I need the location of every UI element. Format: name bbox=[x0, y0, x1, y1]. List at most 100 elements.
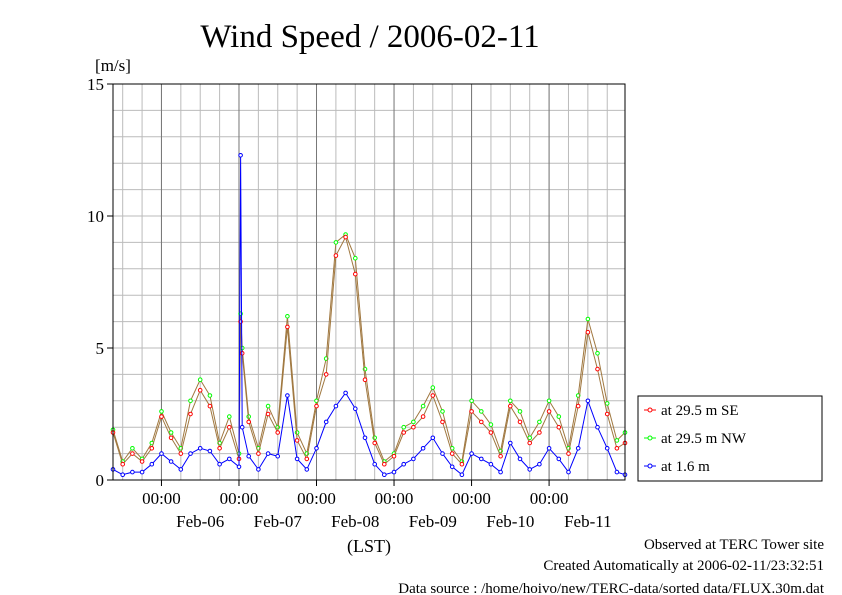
data-point bbox=[469, 409, 474, 414]
legend-box bbox=[637, 395, 823, 482]
y-axis-label: [m/s] bbox=[95, 56, 131, 75]
data-point bbox=[537, 461, 542, 467]
data-point bbox=[527, 440, 533, 446]
data-point bbox=[227, 424, 232, 430]
x-tick-label: 00:00 bbox=[142, 489, 181, 508]
data-point bbox=[236, 464, 242, 470]
data-point bbox=[227, 414, 232, 419]
data-point bbox=[566, 451, 571, 456]
data-point bbox=[604, 411, 610, 417]
data-point bbox=[585, 329, 591, 335]
data-point bbox=[294, 438, 300, 443]
data-point bbox=[149, 461, 155, 467]
data-point bbox=[391, 469, 397, 475]
data-point bbox=[168, 435, 174, 441]
footer-created: Created Automatically at 2006-02-11/23:3… bbox=[543, 558, 824, 574]
data-point bbox=[304, 456, 310, 462]
data-point bbox=[488, 430, 494, 435]
x-tick-label: 00:00 bbox=[297, 489, 336, 508]
legend-label: at 1.6 m bbox=[661, 459, 710, 475]
data-point bbox=[188, 451, 193, 456]
data-point bbox=[488, 461, 494, 467]
y-axis-ticks: 0 5 10 15 bbox=[87, 75, 113, 490]
data-point bbox=[479, 409, 484, 414]
data-point bbox=[556, 414, 562, 419]
data-point bbox=[401, 461, 407, 467]
y-tick-label: 10 bbox=[87, 207, 104, 226]
data-point bbox=[285, 314, 290, 319]
data-point bbox=[149, 446, 155, 451]
data-point bbox=[353, 255, 358, 261]
data-point bbox=[401, 430, 407, 435]
series-line-0 bbox=[112, 235, 626, 466]
data-point bbox=[197, 446, 203, 451]
y-tick-label: 5 bbox=[96, 339, 105, 358]
data-point bbox=[411, 456, 416, 462]
data-point bbox=[440, 409, 445, 414]
data-point bbox=[401, 424, 407, 430]
data-point bbox=[595, 351, 600, 356]
data-point bbox=[479, 456, 484, 462]
x-day-label: Feb-10 bbox=[486, 512, 534, 531]
data-point bbox=[275, 430, 281, 435]
chart-title: Wind Speed / 2006-02-11 bbox=[200, 19, 539, 55]
data-point bbox=[168, 430, 174, 435]
data-point bbox=[585, 398, 591, 404]
data-point bbox=[430, 435, 436, 441]
data-point bbox=[411, 424, 416, 430]
data-point bbox=[595, 366, 600, 372]
x-day-label: Feb-09 bbox=[409, 512, 457, 531]
data-point bbox=[479, 419, 484, 425]
data-point bbox=[517, 419, 523, 425]
data-point bbox=[585, 316, 591, 322]
data-point bbox=[168, 459, 174, 464]
data-point bbox=[246, 453, 251, 459]
data-point bbox=[265, 411, 271, 417]
data-point bbox=[420, 414, 426, 419]
data-point bbox=[517, 409, 523, 414]
data-point bbox=[566, 469, 571, 475]
data-point bbox=[537, 419, 542, 425]
x-tick-label: 00:00 bbox=[452, 489, 491, 508]
data-point bbox=[343, 390, 348, 396]
data-point bbox=[614, 438, 620, 443]
data-point bbox=[275, 453, 281, 459]
x-day-label: Feb-07 bbox=[254, 512, 303, 531]
data-point bbox=[440, 451, 445, 456]
data-point bbox=[323, 419, 329, 425]
data-point bbox=[362, 377, 368, 383]
data-point bbox=[604, 401, 610, 406]
data-point bbox=[130, 469, 135, 475]
data-point bbox=[391, 453, 397, 459]
data-point bbox=[595, 424, 600, 430]
legend-swatch-marker bbox=[647, 435, 653, 441]
series-line-1 bbox=[112, 233, 626, 463]
data-point bbox=[314, 446, 319, 451]
data-point bbox=[120, 472, 125, 478]
data-point bbox=[159, 409, 164, 414]
data-point bbox=[382, 472, 387, 478]
data-point bbox=[469, 398, 474, 404]
data-point bbox=[197, 387, 203, 393]
data-point bbox=[469, 451, 474, 456]
x-day-label: Feb-08 bbox=[331, 512, 379, 531]
data-point bbox=[130, 446, 135, 451]
data-point bbox=[498, 469, 503, 475]
data-point bbox=[178, 467, 184, 472]
data-point bbox=[239, 424, 245, 430]
data-point bbox=[449, 464, 455, 470]
x-day-label: Feb-06 bbox=[176, 512, 224, 531]
y-tick-label: 0 bbox=[96, 471, 105, 490]
data-point bbox=[188, 398, 193, 404]
data-point bbox=[130, 451, 135, 456]
x-axis-ticks: 00:00 00:00 00:00 00:00 00:00 00:00 Feb-06 Feb-… bbox=[142, 84, 612, 531]
data-point bbox=[411, 419, 416, 425]
y-tick-label: 15 bbox=[87, 75, 104, 94]
legend-label: at 29.5 m NW bbox=[661, 431, 747, 447]
data-point bbox=[333, 253, 339, 258]
data-point bbox=[430, 385, 436, 390]
data-point bbox=[343, 234, 348, 240]
data-point bbox=[333, 240, 339, 245]
data-point bbox=[323, 372, 329, 377]
